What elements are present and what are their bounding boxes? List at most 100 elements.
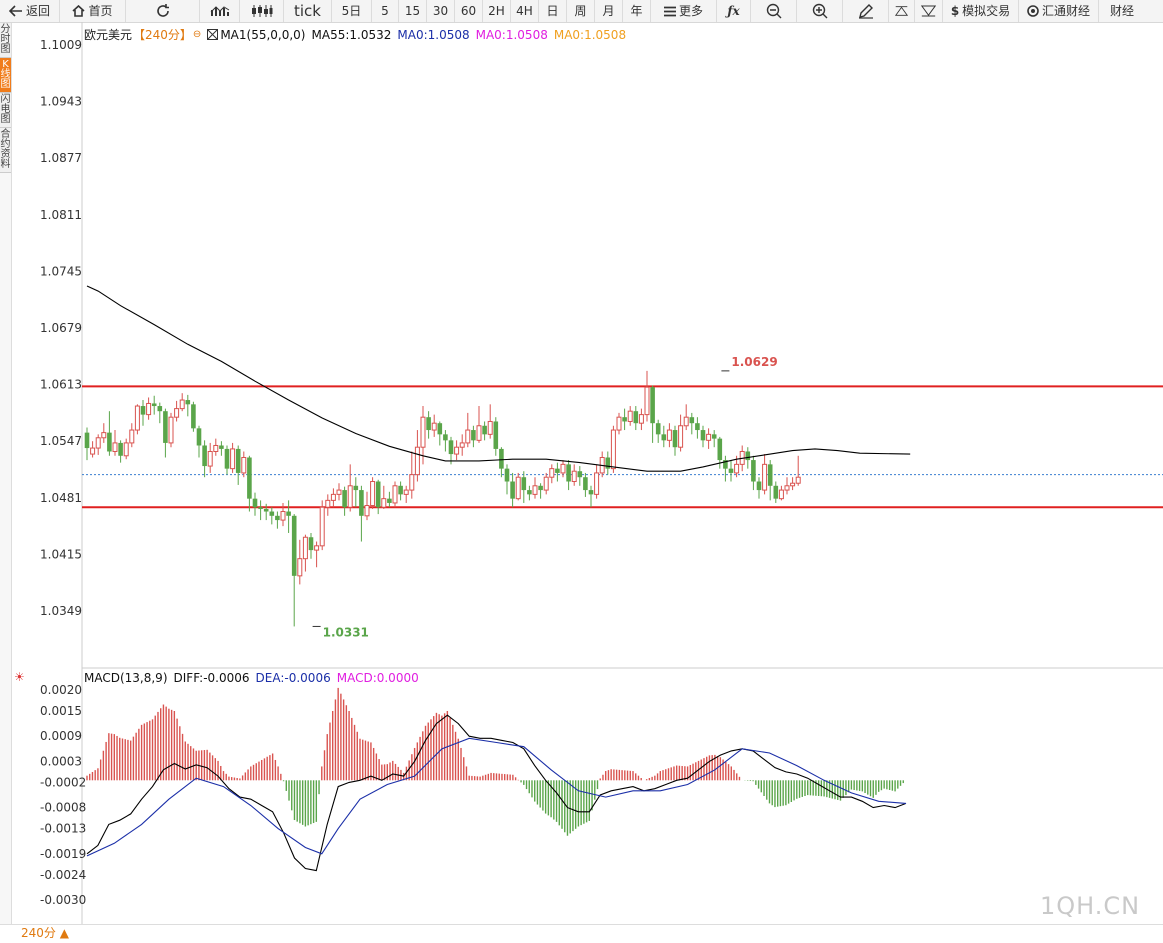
candle-body xyxy=(426,417,431,431)
back-button[interactable]: 返回 xyxy=(0,0,60,22)
side-tab-kline[interactable]: K线图 xyxy=(0,58,11,93)
period-60[interactable]: 60 xyxy=(455,0,483,22)
more-label: 更多 xyxy=(678,4,703,18)
triangle-up-icon xyxy=(895,6,908,16)
candle-body xyxy=(123,442,129,457)
candle-body xyxy=(179,399,185,410)
macd-tick-label: -0.0002 xyxy=(40,775,86,789)
period-4h[interactable]: 4H xyxy=(511,0,539,22)
macd-name: MACD(13,8,9) xyxy=(84,671,168,685)
candle-body xyxy=(330,493,336,501)
period-day-label: 日 xyxy=(546,4,559,18)
candlestick-icon xyxy=(251,5,272,17)
menu-icon xyxy=(663,6,676,16)
draw-button[interactable] xyxy=(843,0,889,22)
candle-body xyxy=(319,506,325,547)
candle-body xyxy=(134,405,140,431)
chart-type-button[interactable] xyxy=(200,0,240,22)
period-15[interactable]: 15 xyxy=(399,0,427,22)
triangle-down-button[interactable] xyxy=(915,0,943,22)
ma0-value-a: MA0:1.0508 xyxy=(397,27,470,42)
price-tick-label: 1.1009 xyxy=(40,38,82,52)
ma-legend: MA1(55,0,0,0) xyxy=(207,28,306,42)
candle-body xyxy=(650,387,655,424)
legend-title: 欧元美元 【240分】 ⊖ xyxy=(84,26,201,43)
candle-body xyxy=(420,416,426,448)
indicator-toggle-icon[interactable] xyxy=(207,29,219,40)
period-2h[interactable]: 2H xyxy=(483,0,511,22)
candle-body xyxy=(487,420,493,435)
macd-tick-label: -0.0013 xyxy=(40,822,86,836)
candle-body xyxy=(414,446,420,476)
price-tick-label: 1.0613 xyxy=(40,378,82,392)
candle-body xyxy=(129,429,135,444)
candle-body xyxy=(146,402,152,416)
candle-body xyxy=(499,448,504,469)
candle-body xyxy=(381,498,387,508)
home-label: 首页 xyxy=(88,4,113,18)
home-button[interactable]: 首页 xyxy=(60,0,126,22)
period-30-label: 30 xyxy=(432,4,449,18)
macd-tick-label: -0.0008 xyxy=(40,801,86,815)
side-tabs: 分时图 K线图 闪电图 合约资料 xyxy=(0,23,11,173)
candle-body xyxy=(213,444,219,452)
candle-body xyxy=(392,485,398,504)
candle-body xyxy=(521,477,527,491)
candle-body xyxy=(112,442,118,452)
candle-body xyxy=(403,489,409,495)
candle-body xyxy=(756,481,762,491)
period-month[interactable]: 月 xyxy=(595,0,623,22)
period-selector[interactable]: 240分 ▲ xyxy=(21,926,69,940)
candle-body xyxy=(101,432,107,439)
side-tab-timeshare[interactable]: 分时图 xyxy=(0,23,11,58)
triangle-down-icon xyxy=(921,5,936,17)
zoom-in-icon xyxy=(812,3,827,19)
candle-body xyxy=(471,430,476,441)
period-tick[interactable]: tick xyxy=(284,0,332,22)
candle-body xyxy=(476,425,482,441)
candle-body xyxy=(778,489,784,500)
candle-body xyxy=(370,481,376,507)
price-legend: 欧元美元 【240分】 ⊖ MA1(55,0,0,0) MA55:1.0532 … xyxy=(84,26,626,43)
period-day[interactable]: 日 xyxy=(539,0,567,22)
candle-body xyxy=(678,425,684,448)
sim-trade-label: 模拟交易 xyxy=(962,4,1011,18)
side-tab-flash[interactable]: 闪电图 xyxy=(0,93,11,128)
candle-body xyxy=(773,485,779,499)
candle-body xyxy=(666,429,672,441)
triangle-up-button[interactable] xyxy=(889,0,915,22)
period-month-label: 月 xyxy=(602,4,615,18)
period-4h-label: 4H xyxy=(516,4,533,18)
refresh-button[interactable] xyxy=(126,0,200,22)
more-button[interactable]: 更多 xyxy=(651,0,717,22)
candle-body xyxy=(107,432,112,452)
formula-button[interactable]: ƒx xyxy=(717,0,751,22)
finance-button[interactable]: 财经 xyxy=(1099,0,1145,22)
huitong-button[interactable]: 汇通财经 xyxy=(1019,0,1099,22)
side-tab-contract[interactable]: 合约资料 xyxy=(0,128,11,173)
period-30[interactable]: 30 xyxy=(427,0,455,22)
period-5[interactable]: 5 xyxy=(372,0,399,22)
zoom-in-button[interactable] xyxy=(797,0,843,22)
period-week[interactable]: 周 xyxy=(567,0,595,22)
candle-body xyxy=(689,417,695,424)
candle-body xyxy=(577,471,583,478)
macd-settings-icon[interactable]: ☀ xyxy=(14,670,25,684)
period-year[interactable]: 年 xyxy=(623,0,651,22)
candle-body xyxy=(482,425,487,435)
candle-body xyxy=(795,476,801,484)
home-icon xyxy=(72,5,86,17)
settings-dot-icon[interactable]: ⊖ xyxy=(192,29,202,40)
sim-trade-button[interactable]: $ 模拟交易 xyxy=(943,0,1019,22)
period-5d[interactable]: 5日 xyxy=(332,0,372,22)
candle-body xyxy=(633,411,639,424)
candle-body xyxy=(95,437,101,449)
zoom-out-button[interactable] xyxy=(751,0,797,22)
candle-type-button[interactable] xyxy=(240,0,284,22)
candle-body xyxy=(241,456,247,474)
back-label: 返回 xyxy=(25,4,50,18)
candle-body xyxy=(549,468,555,478)
candle-body xyxy=(616,416,622,431)
symbol-name: 欧元美元 xyxy=(84,28,133,42)
